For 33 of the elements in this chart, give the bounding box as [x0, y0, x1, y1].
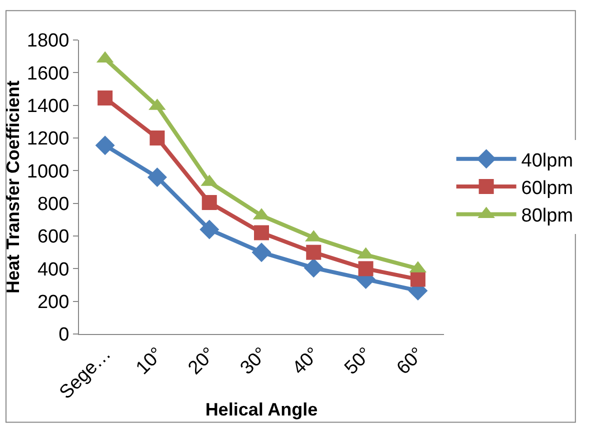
y-tick-label: 1800	[26, 30, 70, 52]
point	[254, 225, 269, 240]
x-tick-label: 10°	[132, 344, 168, 379]
y-tick-label: 400	[37, 259, 70, 280]
point	[358, 261, 374, 276]
y-tick-label: 0	[58, 324, 70, 346]
point	[147, 167, 167, 187]
point	[202, 195, 217, 210]
y-tick-label: 1400	[26, 96, 70, 117]
x-tick-label: 60°	[393, 344, 428, 379]
x-axis-title: Helical Angle	[205, 399, 318, 420]
point	[98, 90, 113, 106]
point	[304, 258, 324, 278]
legend-label: 60lpm	[521, 178, 574, 199]
point	[410, 272, 426, 287]
legend-label: 80lpm	[521, 206, 574, 227]
point	[252, 242, 272, 262]
y-tick-label: 800	[37, 194, 70, 215]
y-axis-title: Heat Transfer Coefficient	[3, 80, 24, 294]
x-tick-label: 20°	[184, 344, 220, 379]
point	[200, 220, 220, 240]
x-tick-label: 30°	[236, 344, 272, 379]
point	[150, 130, 165, 146]
point	[306, 244, 322, 260]
y-tick-label: 1000	[26, 161, 70, 182]
y-tick-label: 200	[37, 292, 70, 313]
y-tick-label: 1600	[26, 63, 70, 84]
x-tick-label: 50°	[340, 344, 376, 379]
point	[95, 136, 115, 156]
y-tick-label: 600	[37, 226, 70, 248]
legend-label: 40lpm	[521, 150, 574, 172]
y-tick-label: 1200	[26, 128, 70, 150]
x-tick-label: 40°	[288, 344, 324, 379]
